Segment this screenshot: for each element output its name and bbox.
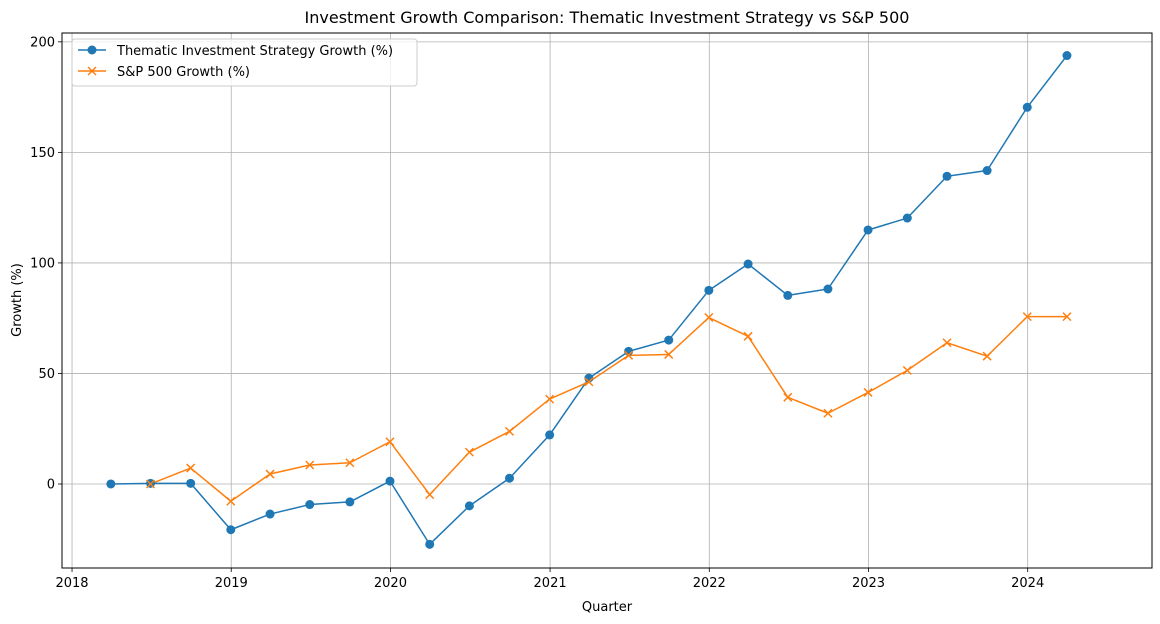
data-point-sp500 bbox=[186, 463, 196, 473]
data-point-thematic bbox=[982, 166, 992, 176]
x-tick-label: 2020 bbox=[374, 576, 407, 591]
data-point-sp500 bbox=[1062, 312, 1072, 322]
x-tick-label: 2021 bbox=[534, 576, 567, 591]
x-tick-label: 2024 bbox=[1011, 576, 1044, 591]
data-point-sp500 bbox=[664, 349, 674, 359]
data-point-thematic bbox=[464, 501, 474, 511]
x-axis-label: Quarter bbox=[582, 600, 633, 615]
series-line-1 bbox=[150, 315, 1067, 502]
legend-marker-thematic bbox=[87, 45, 97, 55]
data-point-thematic bbox=[783, 290, 793, 300]
data-point-thematic bbox=[1062, 51, 1072, 61]
data-point-sp500 bbox=[425, 490, 435, 500]
data-point-sp500 bbox=[704, 312, 714, 323]
y-tick-label: 150 bbox=[30, 146, 55, 161]
series-markers bbox=[106, 51, 1072, 549]
data-point-thematic bbox=[704, 285, 714, 295]
data-point-sp500 bbox=[545, 394, 555, 404]
data-point-thematic bbox=[942, 171, 952, 181]
data-point-sp500 bbox=[226, 496, 236, 506]
grid-lines bbox=[62, 33, 1152, 568]
data-point-sp500 bbox=[823, 408, 833, 418]
data-point-sp500 bbox=[584, 377, 594, 387]
x-axis-ticks: 2018 2019 2020 2021 2022 2023 2024 bbox=[55, 568, 1044, 591]
data-point-sp500 bbox=[345, 458, 355, 468]
data-point-sp500 bbox=[265, 469, 275, 479]
data-point-thematic bbox=[664, 335, 674, 345]
data-point-sp500 bbox=[982, 351, 992, 361]
data-point-thematic bbox=[902, 213, 912, 223]
data-point-sp500 bbox=[783, 392, 793, 402]
data-point-thematic bbox=[305, 500, 315, 510]
data-point-thematic bbox=[863, 225, 873, 235]
data-point-sp500 bbox=[902, 365, 912, 375]
data-point-thematic bbox=[265, 509, 275, 519]
data-point-sp500 bbox=[743, 331, 753, 341]
x-tick-label: 2023 bbox=[852, 576, 885, 591]
chart-title: Investment Growth Comparison: Thematic I… bbox=[305, 8, 910, 27]
data-point-sp500 bbox=[385, 437, 395, 447]
x-tick-label: 2019 bbox=[215, 576, 248, 591]
data-point-sp500 bbox=[624, 350, 634, 360]
data-point-sp500 bbox=[863, 387, 873, 397]
legend-label-sp500: S&P 500 Growth (%) bbox=[117, 65, 250, 80]
x-tick-label: 2022 bbox=[693, 576, 726, 591]
y-axis-label: Growth (%) bbox=[10, 263, 25, 337]
data-point-thematic bbox=[345, 497, 355, 507]
data-point-thematic bbox=[1022, 102, 1032, 112]
data-point-thematic bbox=[186, 478, 196, 488]
data-point-thematic bbox=[106, 479, 116, 489]
data-point-sp500 bbox=[504, 426, 515, 436]
y-tick-label: 100 bbox=[30, 256, 55, 271]
legend-marker-sp500 bbox=[87, 66, 97, 76]
plot-frame bbox=[61, 32, 1153, 569]
data-point-sp500 bbox=[942, 338, 952, 348]
series-line-0 bbox=[110, 55, 1068, 546]
data-point-thematic bbox=[385, 476, 395, 486]
data-point-thematic bbox=[226, 525, 236, 535]
legend-box bbox=[71, 38, 418, 87]
data-point-sp500 bbox=[305, 460, 315, 470]
x-tick-label: 2018 bbox=[55, 576, 88, 591]
data-point-sp500 bbox=[1022, 312, 1032, 322]
y-tick-label: 50 bbox=[38, 367, 55, 382]
data-point-thematic bbox=[545, 430, 555, 440]
data-point-thematic bbox=[505, 473, 515, 483]
legend: Thematic Investment Strategy Growth (%) … bbox=[71, 38, 418, 87]
y-tick-label: 200 bbox=[30, 35, 55, 50]
series-lines bbox=[110, 55, 1068, 546]
data-point-sp500 bbox=[464, 447, 474, 457]
legend-label-thematic: Thematic Investment Strategy Growth (%) bbox=[116, 44, 393, 59]
y-tick-label: 0 bbox=[47, 477, 55, 492]
data-point-thematic bbox=[743, 259, 753, 269]
y-axis-ticks: 0 50 100 150 200 bbox=[30, 35, 62, 492]
data-point-sp500 bbox=[146, 479, 156, 489]
data-point-thematic bbox=[425, 539, 435, 549]
data-point-thematic bbox=[823, 284, 833, 294]
